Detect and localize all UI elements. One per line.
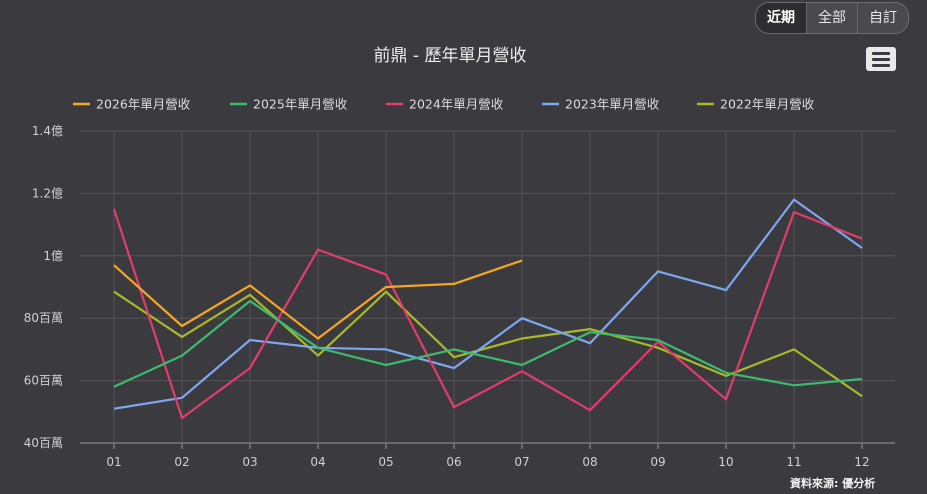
x-tick-label: 09	[650, 455, 665, 469]
legend-item[interactable]: 2025年單月營收	[253, 97, 348, 112]
legend-item[interactable]: 2024年單月營收	[409, 97, 504, 112]
chart-title: 前鼎 - 歷年單月營收	[373, 46, 527, 66]
legend-item[interactable]: 2026年單月營收	[96, 97, 191, 112]
x-tick-label: 04	[310, 455, 325, 469]
series-line[interactable]	[112, 208, 863, 420]
range-all-button[interactable]: 全部	[807, 3, 858, 33]
x-tick-label: 07	[514, 455, 529, 469]
y-tick-label: 1.2億	[32, 186, 63, 200]
x-tick-label: 03	[242, 455, 257, 469]
y-tick-label: 1億	[43, 249, 63, 263]
range-selector: 近期 全部 自訂	[755, 2, 909, 34]
x-tick-label: 02	[174, 455, 189, 469]
x-tick-label: 12	[854, 455, 869, 469]
range-custom-button[interactable]: 自訂	[869, 10, 897, 26]
x-tick-label: 01	[106, 455, 121, 469]
series-line[interactable]	[113, 259, 523, 340]
y-tick-label: 40百萬	[24, 436, 63, 450]
data-source-label: 資料來源: 優分析	[790, 477, 876, 490]
y-tick-label: 1.4億	[32, 124, 63, 138]
range-recent-button[interactable]: 近期	[756, 3, 807, 33]
legend-item[interactable]: 2022年單月營收	[720, 97, 815, 112]
series-line[interactable]	[113, 198, 863, 410]
x-tick-label: 08	[582, 455, 597, 469]
series-line[interactable]	[113, 299, 863, 388]
series-line[interactable]	[113, 290, 863, 398]
y-tick-label: 80百萬	[24, 311, 63, 325]
x-tick-label: 10	[718, 455, 733, 469]
y-tick-label: 60百萬	[24, 374, 63, 388]
x-tick-label: 11	[786, 455, 801, 469]
x-tick-label: 06	[446, 455, 461, 469]
hamburger-menu-icon[interactable]	[866, 47, 896, 71]
legend-item[interactable]: 2023年單月營收	[565, 97, 660, 112]
x-tick-label: 05	[378, 455, 393, 469]
